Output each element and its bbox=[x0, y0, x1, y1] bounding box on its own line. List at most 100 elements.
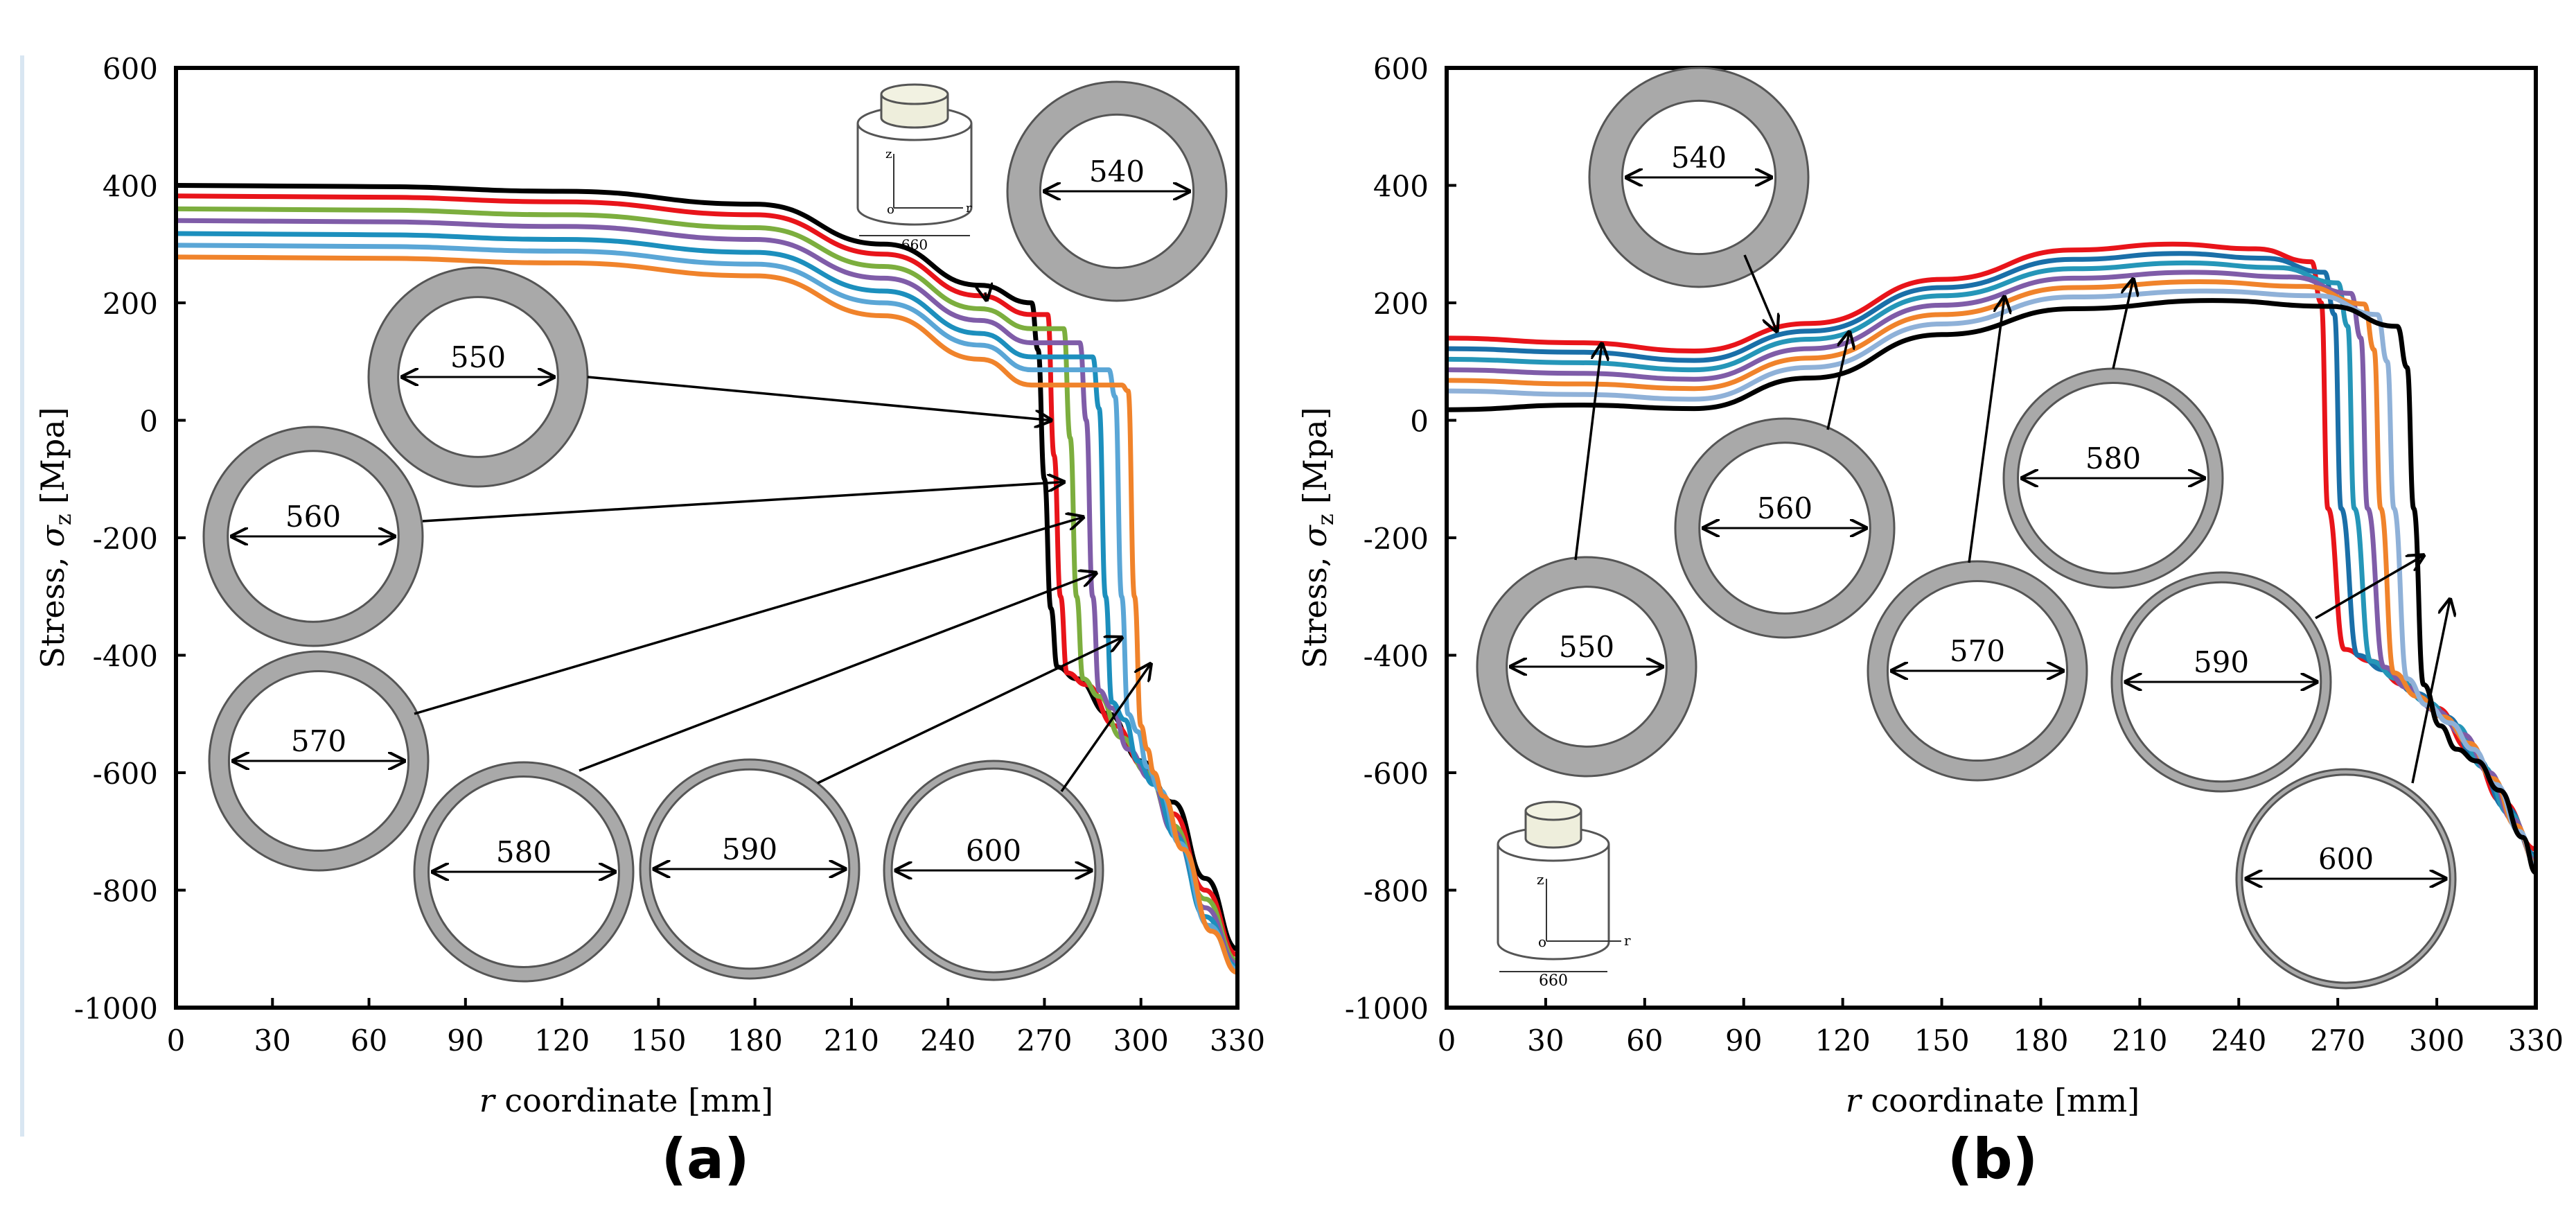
ring-label: 590 bbox=[722, 832, 777, 866]
ring-label: 600 bbox=[966, 834, 1021, 868]
x-tick-label: 300 bbox=[1113, 1024, 1169, 1058]
leader-arrow bbox=[985, 292, 987, 300]
x-tick-label: 240 bbox=[2211, 1024, 2266, 1058]
inset-z-label-b: z bbox=[1537, 871, 1544, 888]
series-line-600 bbox=[175, 254, 1239, 975]
inset-dim-label-b: 660 bbox=[1539, 972, 1568, 990]
inset-dim-label-a: 660 bbox=[901, 236, 928, 253]
ring-label: 550 bbox=[1559, 630, 1614, 664]
ring-label: 570 bbox=[291, 724, 346, 758]
ring-560: 560 bbox=[202, 426, 1064, 647]
leader-arrow bbox=[1743, 254, 1776, 331]
x-axis-label-b: r coordinate [mm] bbox=[1846, 1082, 2140, 1119]
leader-arrow bbox=[579, 573, 1096, 772]
ring-label: 560 bbox=[285, 500, 341, 534]
x-tick-label: 60 bbox=[1626, 1024, 1663, 1058]
y-tick-label: 0 bbox=[139, 405, 158, 439]
ring-580: 580 bbox=[413, 573, 1096, 983]
series-line-590 bbox=[1446, 288, 2537, 870]
y-tick-label: -400 bbox=[93, 640, 158, 674]
plot-frame-b bbox=[1445, 66, 2538, 1010]
leader-arrow bbox=[2315, 555, 2424, 620]
ring-label: 600 bbox=[2318, 842, 2374, 876]
x-tick-label: 30 bbox=[1527, 1024, 1564, 1058]
x-tick-label: 90 bbox=[1725, 1024, 1762, 1058]
x-tick-label: 210 bbox=[2112, 1024, 2167, 1058]
leader-arrow bbox=[1060, 664, 1151, 793]
y-tick-labels-a: 600 400 200 0 -200 -400 -600 -800 -1000 bbox=[74, 52, 158, 1026]
cylinder-inset-a: z r o 660 bbox=[856, 83, 973, 253]
y-tick-label: 200 bbox=[103, 287, 158, 321]
ring-550: 550 bbox=[1476, 344, 1697, 778]
series-group-a bbox=[175, 183, 1239, 975]
x-tick-label: 90 bbox=[447, 1024, 484, 1058]
leader-arrow bbox=[587, 376, 1051, 421]
ring-label: 590 bbox=[2194, 645, 2249, 679]
chart-panel-a: 600 400 200 0 -200 -400 -600 -800 -1000 0 30 60 90 1… bbox=[34, 52, 1265, 1191]
x-tick-labels-b: 0 30 60 90 120 150 180 210 240 270 300 330 bbox=[1438, 1024, 2564, 1058]
y-tick-label: 400 bbox=[103, 170, 158, 204]
y-tick-label: -1000 bbox=[1345, 992, 1429, 1026]
y-tick-label: -600 bbox=[1364, 757, 1429, 791]
y-tick-label: 600 bbox=[103, 52, 158, 86]
cylinder-inset-b: z r o 660 bbox=[1497, 800, 1631, 990]
x-tick-label: 270 bbox=[1016, 1024, 1072, 1058]
series-line-600 bbox=[1446, 298, 2537, 875]
y-axis-label-b: Stress,σz[Mpa] bbox=[1296, 407, 1339, 668]
ring-label: 570 bbox=[1950, 634, 2005, 668]
x-tick-label: 180 bbox=[2013, 1024, 2068, 1058]
ring-label: 580 bbox=[2085, 441, 2141, 475]
y-tick-label: -800 bbox=[1364, 875, 1429, 909]
chart-panel-b: 600 400 200 0 -200 -400 -600 -800 -1000 0 30 60 90 1… bbox=[1296, 52, 2564, 1191]
ring-600: 600 bbox=[2235, 599, 2455, 990]
x-tick-label: 240 bbox=[920, 1024, 976, 1058]
ring-label: 580 bbox=[496, 835, 552, 869]
y-tick-label: 200 bbox=[1373, 287, 1429, 321]
cylinder-punch-b bbox=[1524, 811, 1582, 849]
x-tick-label: 300 bbox=[2409, 1024, 2464, 1058]
inset-z-label-a: z bbox=[885, 147, 892, 161]
ring-540: 540 bbox=[1588, 67, 1810, 331]
x-tick-label: 150 bbox=[630, 1024, 686, 1058]
x-tick-label: 120 bbox=[534, 1024, 590, 1058]
ring-550: 550 bbox=[367, 266, 1051, 488]
ring-540: 540 bbox=[985, 80, 1228, 301]
x-tick-label: 150 bbox=[1914, 1024, 1969, 1058]
y-tick-label: 400 bbox=[1373, 170, 1429, 204]
ring-annotations-b: 540 550 560 570 580 590 600 bbox=[1476, 67, 2455, 990]
inset-r-label-b: r bbox=[1624, 932, 1631, 949]
x-tick-label: 180 bbox=[727, 1024, 783, 1058]
y-tick-labels-b: 600 400 200 0 -200 -400 -600 -800 -1000 bbox=[1345, 52, 1429, 1026]
leader-arrow bbox=[2411, 599, 2450, 784]
ring-label: 550 bbox=[450, 340, 506, 374]
ring-590: 590 bbox=[639, 638, 1122, 980]
cylinder-body-a bbox=[856, 123, 973, 226]
x-tick-label: 120 bbox=[1815, 1024, 1871, 1058]
inset-o-label-a: o bbox=[887, 202, 894, 217]
y-tick-label: -600 bbox=[93, 757, 158, 791]
panel-label-a: (a) bbox=[661, 1127, 749, 1191]
x-tick-label: 330 bbox=[1210, 1024, 1265, 1058]
y-tick-label: -200 bbox=[93, 522, 158, 556]
inset-r-label-a: r bbox=[966, 201, 972, 216]
y-tick-label: -400 bbox=[1364, 640, 1429, 674]
x-tick-label: 210 bbox=[824, 1024, 879, 1058]
inset-o-label-b: o bbox=[1538, 933, 1546, 950]
x-tick-label: 30 bbox=[254, 1024, 291, 1058]
leader-arrow bbox=[2112, 279, 2133, 369]
series-group-b bbox=[1446, 241, 2537, 875]
leader-arrow bbox=[817, 638, 1122, 784]
ring-560: 560 bbox=[1674, 332, 1896, 639]
x-tick-label: 0 bbox=[1438, 1024, 1456, 1058]
ring-600: 600 bbox=[883, 664, 1151, 981]
ring-580: 580 bbox=[2002, 279, 2224, 589]
x-tick-labels-a: 0 30 60 90 120 150 180 210 240 270 300 330 bbox=[167, 1024, 1265, 1058]
leader-arrow bbox=[1574, 344, 1602, 561]
y-tick-label: 0 bbox=[1410, 405, 1429, 439]
ring-570: 570 bbox=[208, 517, 1083, 872]
leader-arrow bbox=[1968, 297, 2004, 563]
leader-arrow bbox=[422, 482, 1064, 523]
y-tick-label: 600 bbox=[1373, 52, 1429, 86]
y-tick-label: -800 bbox=[93, 875, 158, 909]
